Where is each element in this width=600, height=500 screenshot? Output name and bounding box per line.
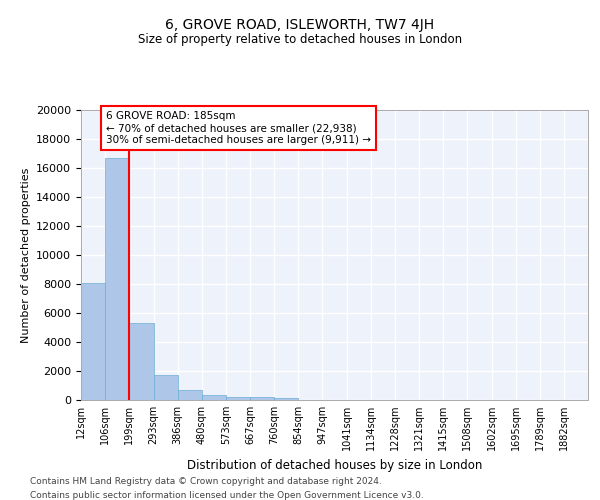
Bar [274,398,298,400]
Text: 6, GROVE ROAD, ISLEWORTH, TW7 4JH: 6, GROVE ROAD, ISLEWORTH, TW7 4JH [166,18,434,32]
X-axis label: Distribution of detached houses by size in London: Distribution of detached houses by size … [187,458,482,471]
Bar [178,390,202,400]
Bar [154,374,178,400]
Bar [226,396,250,400]
Text: Size of property relative to detached houses in London: Size of property relative to detached ho… [138,32,462,46]
Bar [129,323,154,400]
Text: 6 GROVE ROAD: 185sqm
← 70% of detached houses are smaller (22,938)
30% of semi-d: 6 GROVE ROAD: 185sqm ← 70% of detached h… [106,112,371,144]
Bar [105,158,129,400]
Text: Contains public sector information licensed under the Open Government Licence v3: Contains public sector information licen… [30,491,424,500]
Bar [202,396,226,400]
Bar [250,397,274,400]
Bar [81,282,105,400]
Y-axis label: Number of detached properties: Number of detached properties [20,168,31,342]
Text: Contains HM Land Registry data © Crown copyright and database right 2024.: Contains HM Land Registry data © Crown c… [30,478,382,486]
